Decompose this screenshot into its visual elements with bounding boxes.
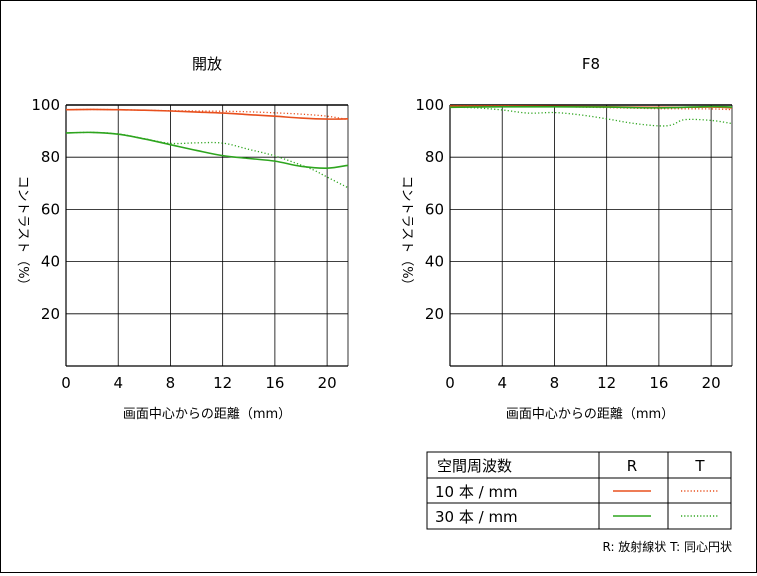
- y-tick-label: 80: [425, 148, 444, 166]
- y-tick-label: 20: [425, 305, 444, 323]
- series-f8: [449, 105, 733, 127]
- series-line: [65, 131, 349, 169]
- x-tick-label: 16: [649, 374, 668, 392]
- legend-table: 空間周波数 R T 10 本 / mm 30 本 / mm: [426, 451, 732, 530]
- x-axis-label-f8: 画面中心からの距離（mm）: [506, 407, 674, 422]
- legend-header-r: R: [627, 457, 637, 475]
- panel-title-wide-open: 開放: [192, 55, 222, 73]
- y-axis-label-f8: コントラスト（%）: [399, 175, 414, 291]
- legend-row-30-label: 30 本 / mm: [435, 508, 518, 526]
- x-tick-label: 8: [166, 374, 176, 392]
- panel-wide-open: 開放 0 4 8 12 16 20 20 40 60 80 100 コントラスト（%） 画面中心から…: [15, 55, 349, 422]
- legend-note: R: 放射線状 T: 同心円状: [602, 539, 732, 554]
- series-line: [65, 131, 349, 189]
- y-axis-label-text: コントラスト（%）: [399, 175, 414, 291]
- series-line: [65, 108, 349, 120]
- x-tick-label: 16: [265, 374, 284, 392]
- grid-f8: 0 4 8 12 16 20 20 40 60 80 100: [415, 96, 733, 392]
- x-tick-label: 0: [445, 374, 455, 392]
- series-line: [65, 108, 349, 121]
- x-tick-label: 4: [497, 374, 507, 392]
- x-axis-label-wide-open: 画面中心からの距離（mm）: [123, 407, 291, 422]
- y-tick-label: 100: [415, 96, 444, 114]
- y-axis-label-text: コントラスト（%）: [15, 175, 30, 291]
- y-tick-label: 80: [41, 148, 60, 166]
- legend-header-t: T: [694, 457, 705, 475]
- x-tick-label: 4: [113, 374, 123, 392]
- y-tick-label: 20: [41, 305, 60, 323]
- x-tick-label: 0: [61, 374, 71, 392]
- x-tick-label: 12: [597, 374, 616, 392]
- y-tick-label: 40: [425, 253, 444, 271]
- y-axis-label-wide-open: コントラスト（%）: [15, 175, 30, 291]
- x-tick-label: 8: [550, 374, 560, 392]
- y-tick-label: 40: [41, 253, 60, 271]
- series-line: [449, 106, 733, 127]
- y-tick-label: 100: [31, 96, 60, 114]
- y-tick-label: 60: [41, 200, 60, 218]
- x-tick-label: 20: [702, 374, 721, 392]
- panel-f8: F8 0 4 8 12 16 20 20 40 60 80 100 コントラスト（%） 画面中心から…: [399, 55, 733, 422]
- x-tick-label: 20: [318, 374, 337, 392]
- legend-row-10-label: 10 本 / mm: [435, 483, 518, 501]
- panel-title-f8: F8: [582, 55, 600, 73]
- y-tick-label: 60: [425, 200, 444, 218]
- grid-wide-open: 0 4 8 12 16 20 20 40 60 80 100: [31, 96, 349, 392]
- series-wide-open: [65, 108, 349, 189]
- legend-header-label: 空間周波数: [437, 457, 512, 475]
- series-line: [449, 105, 733, 109]
- x-tick-label: 12: [213, 374, 232, 392]
